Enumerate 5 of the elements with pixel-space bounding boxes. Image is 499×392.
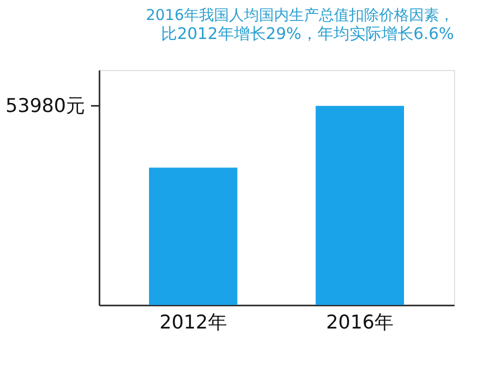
x-tick-label: 2012年 [159, 312, 227, 334]
text: 53980元 [6, 94, 85, 117]
x-tick-label: 2016年 [326, 312, 394, 334]
chart-subtitle: 比2012年增长29%，年均实际增长6.6% [161, 24, 454, 43]
chart-title: 2016年我国人均国内生产总值扣除价格因素， [146, 6, 454, 24]
